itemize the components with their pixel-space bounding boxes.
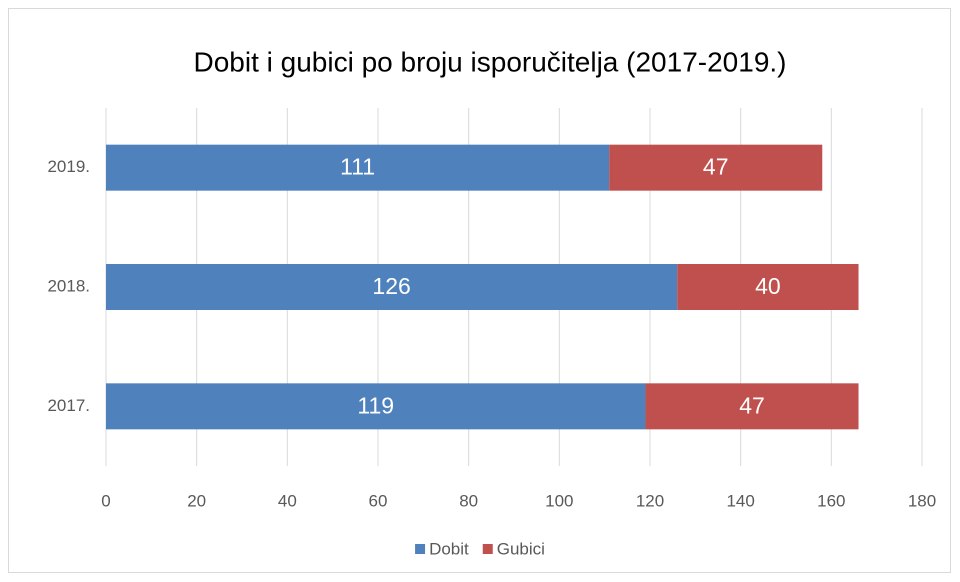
x-tick-label: 100 bbox=[545, 491, 573, 510]
bar-segment bbox=[609, 144, 823, 191]
x-tick-label: 160 bbox=[817, 491, 845, 510]
x-tick-label: 40 bbox=[278, 491, 297, 510]
data-label: 47 bbox=[703, 154, 729, 180]
legend-swatch bbox=[415, 544, 426, 554]
x-tick-label: 80 bbox=[459, 491, 478, 510]
data-label: 111 bbox=[340, 154, 375, 180]
legend-swatch bbox=[482, 544, 493, 554]
x-tick-label: 140 bbox=[726, 491, 754, 510]
data-label: 126 bbox=[372, 273, 410, 299]
bar-segment bbox=[106, 144, 610, 191]
bar-segment bbox=[677, 264, 859, 310]
data-label: 40 bbox=[755, 273, 781, 299]
x-tick-label: 180 bbox=[908, 491, 936, 510]
bar-segment bbox=[106, 264, 678, 310]
y-tick-label: 2017. bbox=[47, 396, 90, 415]
data-label: 119 bbox=[357, 392, 394, 418]
bar-segment bbox=[106, 383, 646, 430]
legend-label: Gubici bbox=[497, 539, 545, 558]
legend-label: Dobit bbox=[429, 539, 469, 558]
x-tick-label: 60 bbox=[369, 491, 388, 510]
data-label: 47 bbox=[739, 392, 765, 418]
x-tick-label: 120 bbox=[636, 491, 664, 510]
x-tick-label: 20 bbox=[187, 491, 206, 510]
y-tick-label: 2019. bbox=[47, 157, 90, 176]
y-tick-label: 2018. bbox=[47, 276, 90, 295]
x-tick-label: 0 bbox=[101, 491, 110, 510]
chart-title: Dobit i gubici po broju isporučitelja (2… bbox=[193, 46, 786, 77]
bar-segment bbox=[645, 383, 859, 430]
